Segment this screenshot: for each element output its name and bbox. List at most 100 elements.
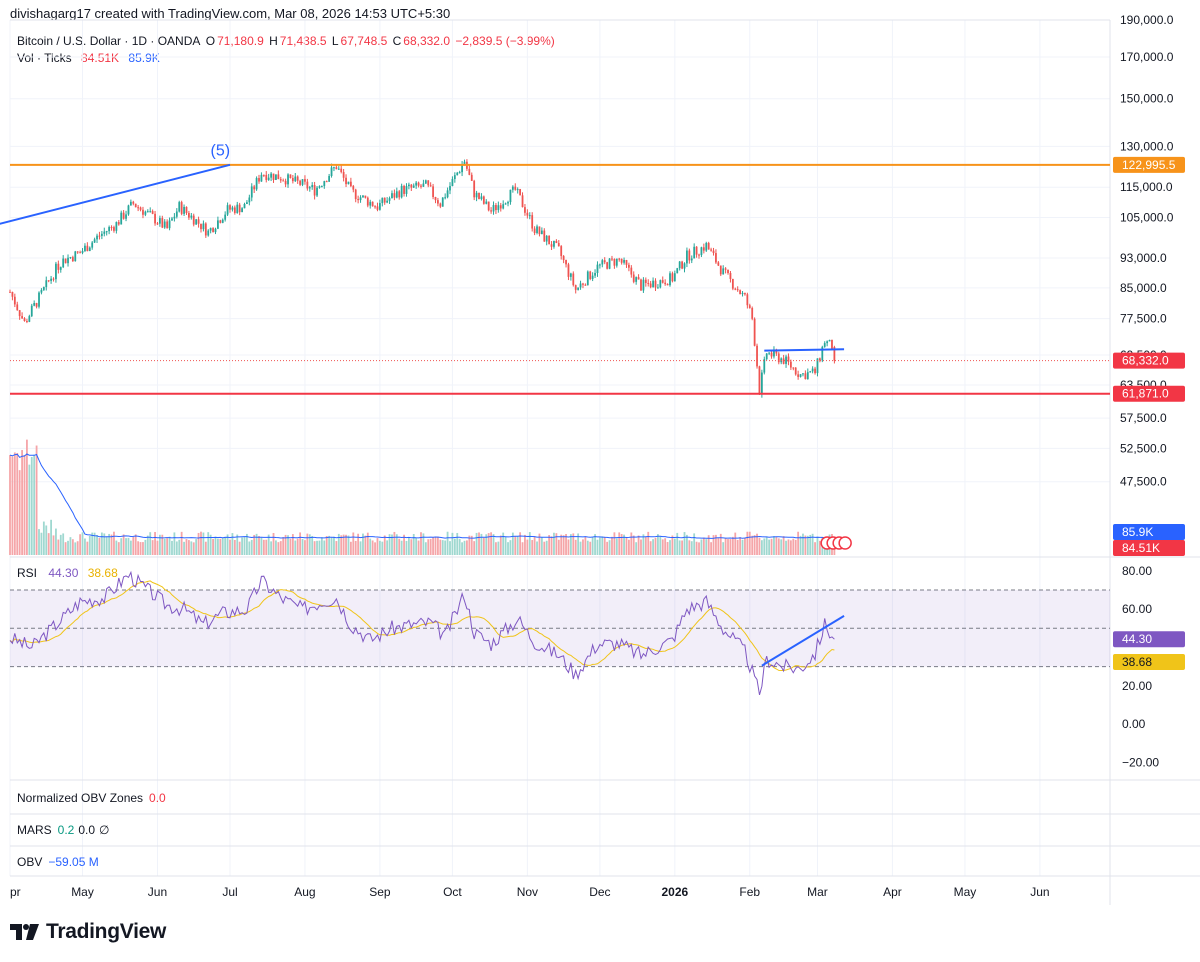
rsi-ma-badge-bg xyxy=(1113,653,1185,670)
volume-bar xyxy=(586,540,589,555)
candle-body xyxy=(204,223,207,236)
obv-zones-legend[interactable]: Normalized OBV Zones 0.0 xyxy=(17,791,166,805)
volume-bar xyxy=(151,540,154,555)
candle-body xyxy=(647,282,650,284)
volume-bar xyxy=(577,533,580,555)
tradingview-wordmark: TradingView xyxy=(46,920,167,943)
tradingview-brand[interactable]: TradingView xyxy=(10,920,166,944)
candle-body xyxy=(644,279,647,283)
candle-body xyxy=(524,207,526,213)
candle-body xyxy=(190,215,193,218)
volume-bar xyxy=(383,535,386,555)
volume-bar xyxy=(96,535,98,555)
volume-bar xyxy=(789,540,792,555)
candle-body xyxy=(700,247,703,256)
volume-bar xyxy=(33,454,36,555)
candle-body xyxy=(417,182,420,186)
volume-bar xyxy=(659,536,662,555)
volume-bar xyxy=(304,540,306,555)
volume-bar xyxy=(13,452,16,555)
candle-body xyxy=(557,243,560,247)
volume-bar xyxy=(695,541,698,555)
volume-bar xyxy=(777,538,780,555)
volume-bar xyxy=(376,538,379,555)
volume-bars xyxy=(9,439,836,555)
candle-body xyxy=(792,367,795,369)
candle-body xyxy=(178,202,181,212)
volume-bar xyxy=(729,539,732,555)
rsi-trendline xyxy=(761,614,845,667)
volume-bar xyxy=(369,538,372,555)
volume-bar xyxy=(444,540,447,555)
candle-body xyxy=(371,201,374,207)
volume-bar xyxy=(371,540,374,555)
volume-bar xyxy=(446,531,449,555)
candle-body xyxy=(490,210,492,212)
candle-body xyxy=(115,222,118,231)
volume-bar xyxy=(536,541,538,555)
volume-bar xyxy=(478,532,480,555)
volume-bar xyxy=(405,540,408,555)
volume-bar xyxy=(233,539,236,555)
candle-body xyxy=(502,204,505,209)
price-axis-label: 150,000.0 xyxy=(1120,92,1174,106)
obv-legend[interactable]: OBV −59.05 M xyxy=(17,855,99,869)
candle-body xyxy=(134,203,137,208)
candle-body xyxy=(35,303,38,307)
volume-bar xyxy=(267,534,270,555)
candle-body xyxy=(258,178,260,182)
volume-bar xyxy=(275,540,277,555)
volume-bar xyxy=(183,541,185,555)
candle-body xyxy=(330,167,333,176)
volume-bar xyxy=(23,454,26,555)
volume-bar xyxy=(100,532,103,555)
candle-body xyxy=(562,256,565,261)
candle-body xyxy=(289,174,292,179)
volume-bar xyxy=(137,541,140,555)
candle-body xyxy=(705,242,708,251)
symbol-legend[interactable]: Bitcoin / U.S. Dollar · 1D · OANDA O 71,1… xyxy=(17,34,557,48)
volume-bar xyxy=(637,535,640,555)
candle-body xyxy=(166,221,169,229)
candle-body xyxy=(775,349,778,354)
volume-bar xyxy=(386,540,389,555)
volume-ma-value: 85.9K xyxy=(128,51,160,65)
volume-bar xyxy=(74,542,77,555)
volume-bar xyxy=(243,537,246,555)
open-label: O xyxy=(205,34,216,48)
volume-legend[interactable]: Vol · Ticks 84.51K 85.9K xyxy=(17,51,162,65)
volume-bar xyxy=(731,536,734,555)
candle-body xyxy=(594,272,596,276)
volume-bar xyxy=(565,534,567,555)
volume-bar xyxy=(611,536,613,555)
volume-bar xyxy=(572,533,575,555)
candle-body xyxy=(751,308,754,319)
candle-body xyxy=(623,259,625,263)
volume-bar xyxy=(248,541,251,555)
candle-body xyxy=(702,247,705,251)
volume-bar xyxy=(797,531,800,555)
candle-body xyxy=(275,174,277,180)
price-axis-label: 52,500.0 xyxy=(1120,441,1167,455)
candle-body xyxy=(478,192,480,199)
close-value: 68,332.0 xyxy=(403,34,450,48)
volume-bar xyxy=(168,536,171,555)
candle-body xyxy=(408,184,410,187)
price-chart[interactable]: (5) 190,000.0 170,000.0 150,000.0 130,000.0… xyxy=(0,0,1200,905)
rsi-legend[interactable]: RSI 44.30 38.68 xyxy=(17,566,120,580)
volume-bar xyxy=(320,537,323,555)
candle-body xyxy=(57,263,60,270)
candle-body xyxy=(277,174,280,180)
candle-body xyxy=(717,262,720,266)
volume-bar xyxy=(28,464,31,555)
volume-bar xyxy=(381,541,384,555)
volume-bar xyxy=(531,540,534,555)
candle-body xyxy=(236,204,239,213)
candle-body xyxy=(405,186,408,194)
candle-body xyxy=(818,358,821,361)
volume-bar xyxy=(608,540,611,555)
volume-bar xyxy=(217,538,219,555)
volume-bar xyxy=(231,533,234,555)
mars-legend[interactable]: MARS 0.2 0.0 ∅ xyxy=(17,823,110,837)
volume-bar xyxy=(359,541,362,555)
